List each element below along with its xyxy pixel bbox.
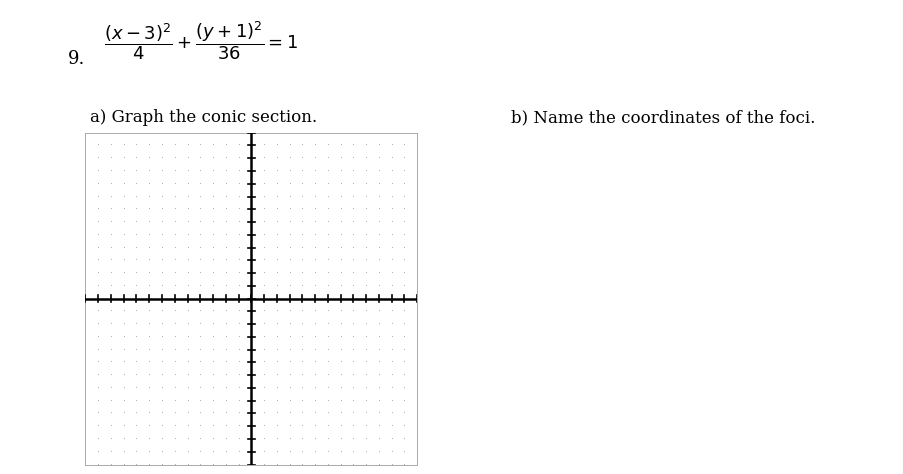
Text: 9.: 9. <box>68 50 85 68</box>
Text: $\dfrac{(x-3)^2}{4}+\dfrac{(y+1)^2}{36}=1$: $\dfrac{(x-3)^2}{4}+\dfrac{(y+1)^2}{36}=… <box>104 19 298 62</box>
Text: a) Graph the conic section.: a) Graph the conic section. <box>90 109 317 126</box>
Text: b) Name the coordinates of the foci.: b) Name the coordinates of the foci. <box>510 109 815 126</box>
